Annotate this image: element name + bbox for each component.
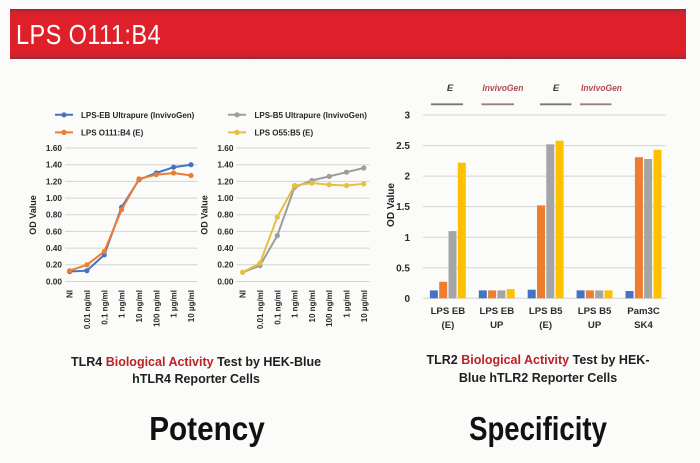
svg-text:(E): (E) — [442, 320, 455, 331]
svg-text:1.60: 1.60 — [217, 143, 234, 153]
svg-text:0.60: 0.60 — [217, 226, 234, 236]
svg-text:1: 1 — [404, 233, 410, 244]
svg-text:OD Value: OD Value — [386, 183, 397, 227]
svg-text:InvivoGen: InvivoGen — [581, 83, 622, 94]
svg-text:1 ng/ml: 1 ng/ml — [291, 290, 300, 318]
svg-text:0: 0 — [404, 294, 410, 305]
svg-text:1.20: 1.20 — [217, 176, 234, 186]
svg-text:2: 2 — [404, 172, 410, 183]
svg-text:SK4: SK4 — [634, 320, 653, 331]
svg-text:LPS EB: LPS EB — [479, 306, 514, 317]
svg-text:100 ng/ml: 100 ng/ml — [152, 290, 161, 327]
svg-text:0.60: 0.60 — [46, 226, 63, 236]
svg-text:Pam3C: Pam3C — [627, 306, 660, 317]
svg-text:0.80: 0.80 — [46, 210, 63, 220]
svg-text:InvivoGen: InvivoGen — [482, 83, 523, 94]
svg-text:1.40: 1.40 — [217, 160, 234, 170]
svg-text:LPS EB: LPS EB — [431, 306, 466, 317]
svg-text:0.40: 0.40 — [46, 243, 63, 253]
svg-text:1.5: 1.5 — [396, 202, 410, 213]
svg-text:LPS O55:B5 (E): LPS O55:B5 (E) — [255, 128, 314, 137]
svg-text:3: 3 — [404, 111, 410, 122]
svg-text:OD Value: OD Value — [200, 195, 210, 235]
svg-text:(E): (E) — [539, 320, 552, 331]
svg-text:10 ng/ml: 10 ng/ml — [135, 290, 144, 322]
svg-text:LPS B5: LPS B5 — [529, 306, 563, 317]
svg-text:0.1 ng/ml: 0.1 ng/ml — [273, 290, 282, 325]
svg-text:0.80: 0.80 — [217, 210, 234, 220]
svg-text:1.60: 1.60 — [46, 143, 63, 153]
svg-text:LPS O111:B4 (E): LPS O111:B4 (E) — [81, 128, 144, 137]
svg-text:0.00: 0.00 — [46, 276, 63, 286]
svg-text:1 ng/ml: 1 ng/ml — [118, 290, 127, 318]
svg-text:1.00: 1.00 — [46, 193, 63, 203]
svg-text:E: E — [447, 83, 454, 94]
svg-text:UP: UP — [490, 320, 504, 331]
svg-text:0.40: 0.40 — [217, 243, 234, 253]
svg-text:10 µg/ml: 10 µg/ml — [360, 290, 369, 322]
svg-text:0.1 ng/ml: 0.1 ng/ml — [100, 290, 109, 325]
svg-text:NI: NI — [66, 290, 75, 298]
svg-text:10 ng/ml: 10 ng/ml — [308, 290, 317, 322]
svg-text:1 µg/ml: 1 µg/ml — [170, 290, 179, 318]
svg-text:0.5: 0.5 — [396, 263, 410, 274]
svg-text:1.40: 1.40 — [46, 160, 63, 170]
svg-text:0.20: 0.20 — [46, 260, 63, 270]
svg-text:100 ng/ml: 100 ng/ml — [325, 290, 334, 327]
svg-text:1 µg/ml: 1 µg/ml — [343, 290, 352, 318]
svg-text:1.20: 1.20 — [46, 176, 63, 186]
svg-text:LPS-EB Ultrapure (InvivoGen): LPS-EB Ultrapure (InvivoGen) — [81, 111, 195, 120]
svg-text:UP: UP — [588, 320, 602, 331]
svg-text:1.00: 1.00 — [217, 193, 234, 203]
svg-text:0.00: 0.00 — [217, 276, 234, 286]
svg-text:OD Value: OD Value — [28, 195, 38, 235]
svg-text:LPS B5: LPS B5 — [578, 306, 612, 317]
svg-text:0.01 ng/ml: 0.01 ng/ml — [83, 290, 92, 329]
svg-text:NI: NI — [239, 290, 248, 298]
svg-text:10 µg/ml: 10 µg/ml — [187, 290, 196, 322]
svg-text:LPS-B5 Ultrapure (InvivoGen): LPS-B5 Ultrapure (InvivoGen) — [255, 111, 368, 120]
svg-text:2.5: 2.5 — [396, 141, 410, 152]
svg-text:0.01 ng/ml: 0.01 ng/ml — [256, 290, 265, 329]
svg-text:E: E — [553, 83, 560, 94]
svg-text:0.20: 0.20 — [217, 260, 234, 270]
